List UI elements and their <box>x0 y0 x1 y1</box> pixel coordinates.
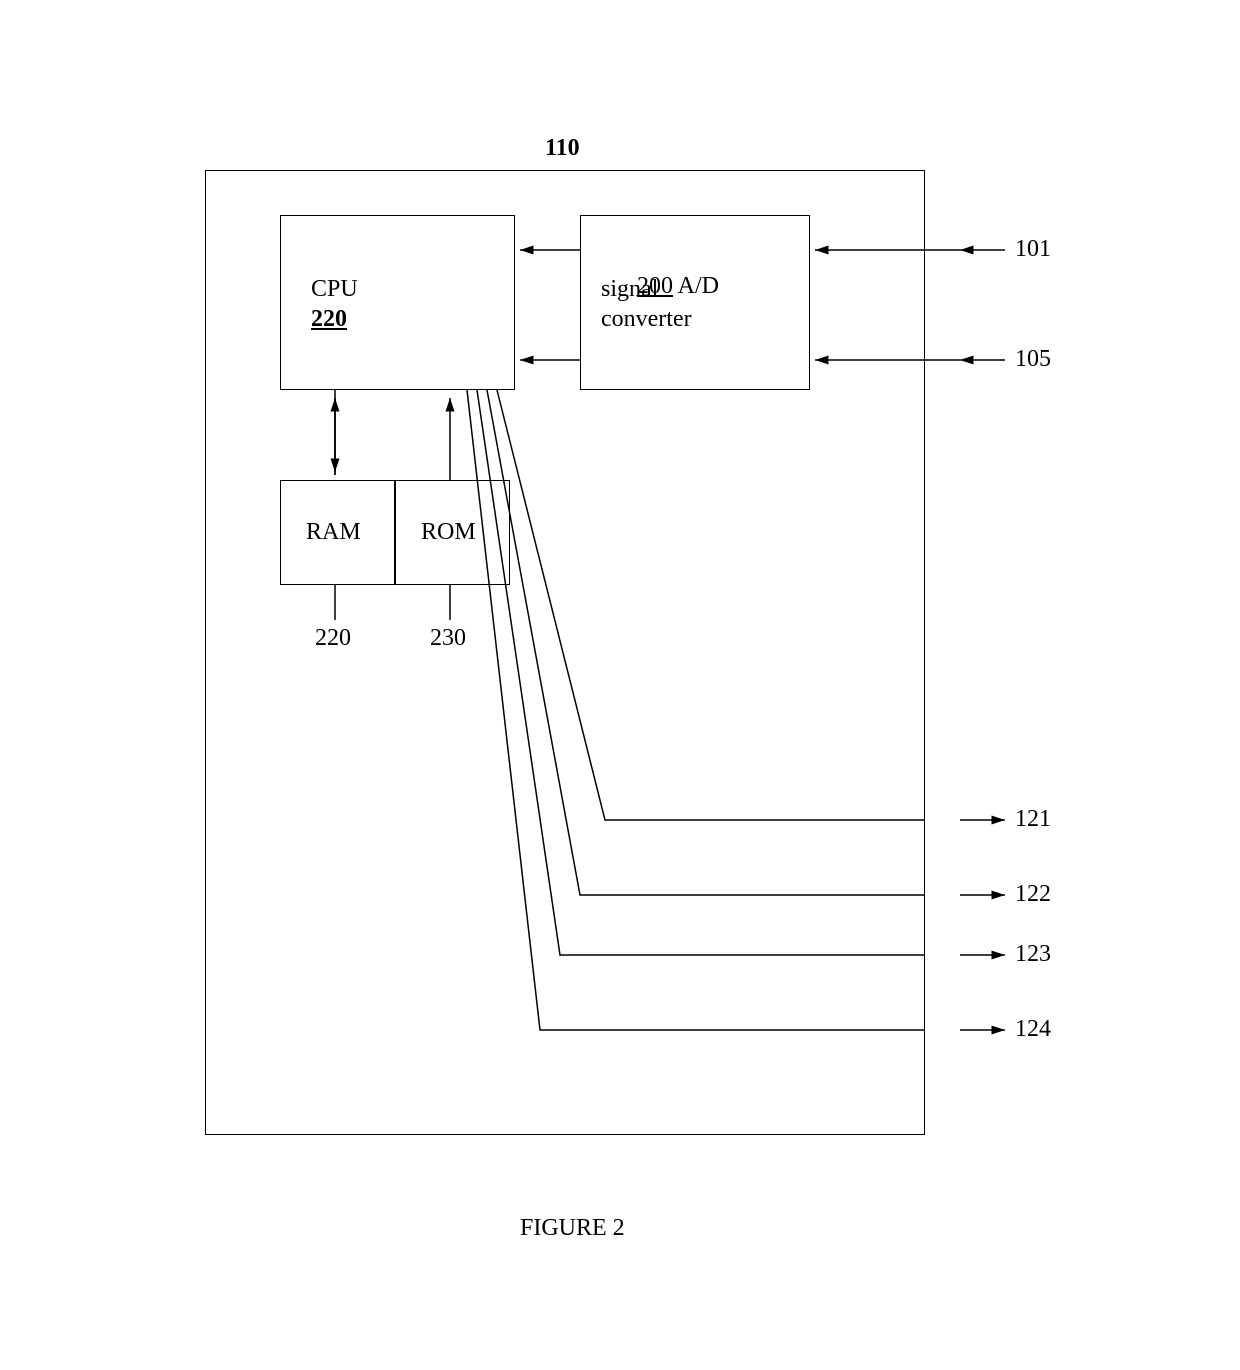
figure-caption: FIGURE 2 <box>520 1215 625 1242</box>
connector-svg <box>0 0 1240 1370</box>
output-121-label: 121 <box>1015 806 1051 833</box>
output-122-label: 122 <box>1015 881 1051 908</box>
diagram-canvas: 110 CPU 220 200 A/D signal converter RAM… <box>0 0 1240 1370</box>
output-124-label: 124 <box>1015 1016 1051 1043</box>
input-101-label: 101 <box>1015 236 1051 263</box>
output-123-label: 123 <box>1015 941 1051 968</box>
input-105-label: 105 <box>1015 346 1051 373</box>
